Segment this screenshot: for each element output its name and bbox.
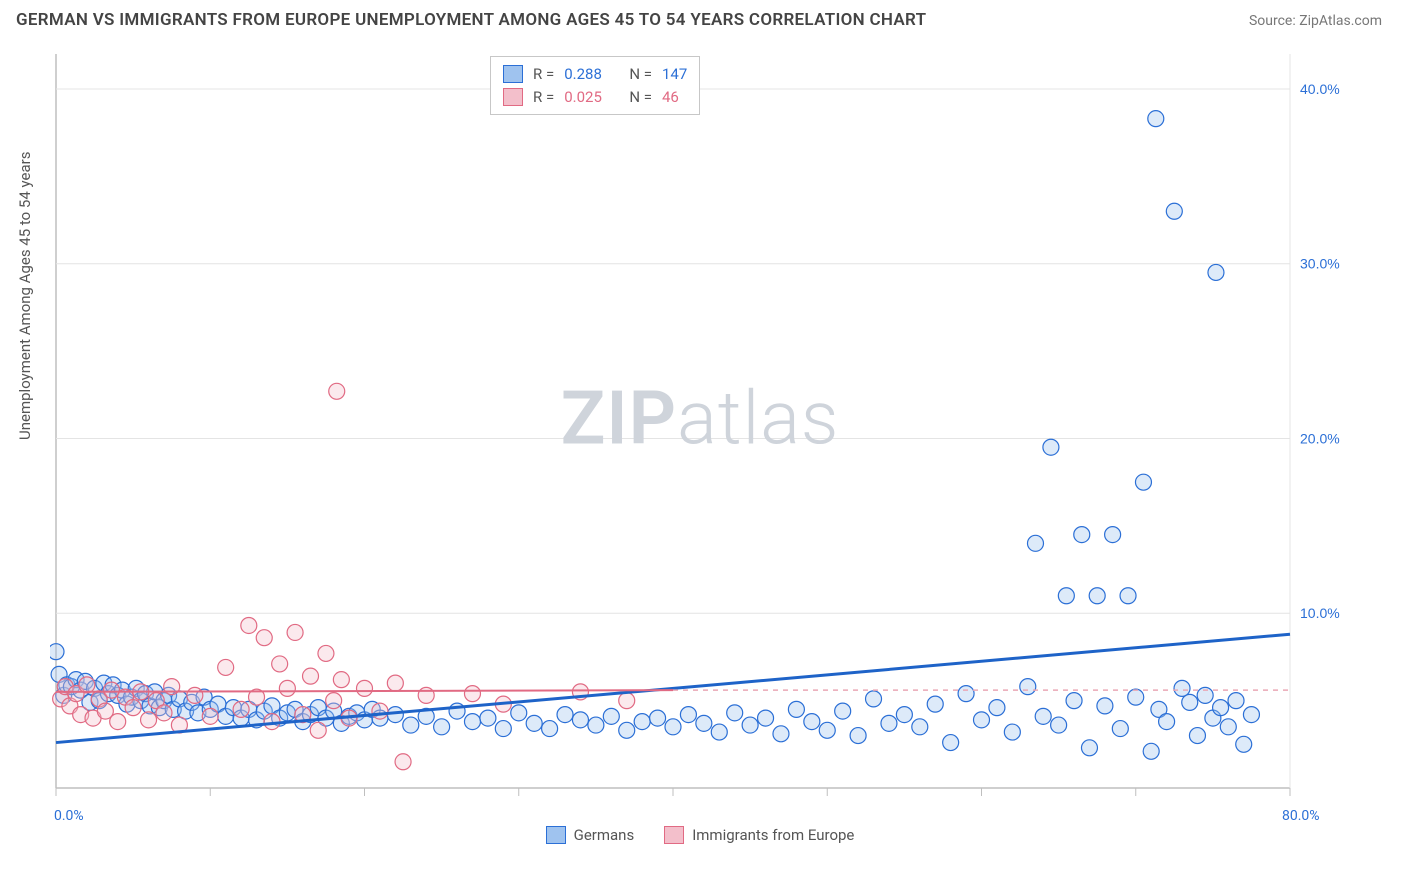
bottom-legend: Germans Immigrants from Europe — [50, 826, 1350, 844]
svg-text:40.0%: 40.0% — [1300, 81, 1340, 97]
r-label: R = — [533, 86, 554, 109]
scatter-plot: 10.0% 20.0% 30.0% 40.0% — [50, 48, 1350, 838]
svg-text:10.0%: 10.0% — [1300, 605, 1340, 621]
stats-row-germans: R = 0.288 N = 147 — [503, 63, 687, 86]
legend-item-immigrants: Immigrants from Europe — [664, 826, 854, 844]
x-axis-min-label: 0.0% — [54, 808, 84, 824]
n-label: N = — [629, 86, 652, 109]
r-value-immigrants: 0.025 — [564, 86, 602, 109]
legend-label-immigrants: Immigrants from Europe — [692, 826, 854, 844]
r-label: R = — [533, 63, 554, 86]
source-attribution: Source: ZipAtlas.com — [1249, 13, 1382, 29]
stats-row-immigrants: R = 0.025 N = 46 — [503, 86, 687, 109]
svg-text:20.0%: 20.0% — [1300, 430, 1340, 446]
svg-text:30.0%: 30.0% — [1300, 256, 1340, 272]
y-axis-label: Unemployment Among Ages 45 to 54 years — [16, 152, 34, 440]
swatch-immigrants — [503, 88, 523, 106]
swatch-germans — [503, 65, 523, 83]
swatch-germans — [546, 826, 566, 844]
n-value-germans: 147 — [662, 63, 687, 86]
swatch-immigrants — [664, 826, 684, 844]
chart-area: 10.0%20.0%30.0%40.0% ZIPatlas R = 0.288 … — [50, 48, 1350, 838]
legend-label-germans: Germans — [574, 826, 635, 844]
x-axis-max-label: 80.0% — [1282, 808, 1320, 824]
r-value-germans: 0.288 — [564, 63, 602, 86]
n-value-immigrants: 46 — [662, 86, 679, 109]
n-label: N = — [629, 63, 652, 86]
chart-title: GERMAN VS IMMIGRANTS FROM EUROPE UNEMPLO… — [16, 10, 926, 30]
stats-legend: R = 0.288 N = 147 R = 0.025 N = 46 — [490, 56, 700, 115]
legend-item-germans: Germans — [546, 826, 635, 844]
